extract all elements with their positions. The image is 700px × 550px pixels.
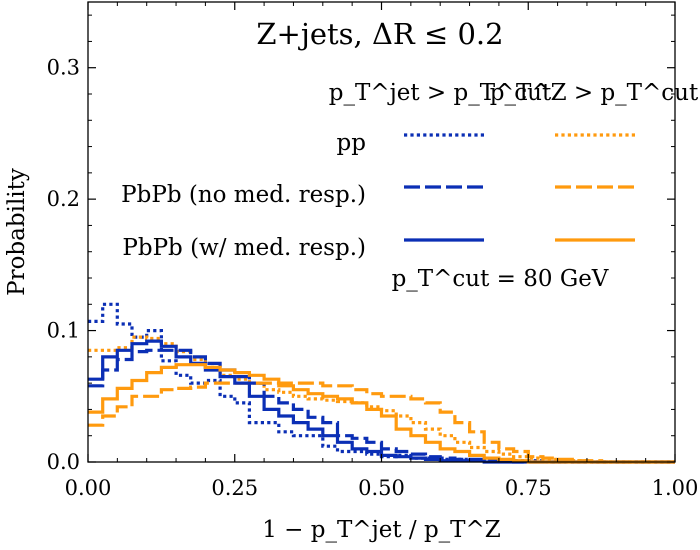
y-tick-label: 0.2 [47, 187, 80, 211]
y-tick-label: 0.3 [47, 56, 80, 80]
x-axis-title: 1 − p_T^jet / p_T^Z [262, 517, 501, 543]
x-tick-label: 0.25 [211, 476, 258, 500]
legend-row-label: pp [337, 130, 366, 156]
legend-row-label: PbPb (no med. resp.) [121, 182, 366, 208]
chart-title: Z+jets, ΔR ≤ 0.2 [256, 17, 503, 51]
x-tick-label: 0.75 [505, 476, 552, 500]
x-tick-label: 1.00 [652, 476, 699, 500]
legend-col-header-z: p_T^Z > p_T^cut [490, 80, 699, 106]
legend-col-header-jet: p_T^jet > p_T^cut [329, 80, 552, 106]
x-tick-label: 0.50 [358, 476, 405, 500]
series-line-3 [88, 381, 675, 464]
series-layer [88, 302, 675, 464]
y-axis-title: Probability [4, 168, 30, 296]
legend-note: p_T^cut = 80 GeV [392, 266, 609, 292]
legend-row-label: PbPb (w/ med. resp.) [122, 235, 366, 261]
y-tick-label: 0.0 [47, 450, 80, 474]
y-tick-label: 0.1 [47, 319, 80, 343]
series-line-5 [88, 363, 675, 464]
ticks-layer [87, 2, 676, 463]
x-tick-label: 0.00 [65, 476, 112, 500]
series-line-0 [88, 302, 675, 464]
labels-layer: 0.00 0.25 0.50 0.75 1.00 0.0 0.1 0.2 0.3 1 − p_T^… [4, 17, 698, 543]
